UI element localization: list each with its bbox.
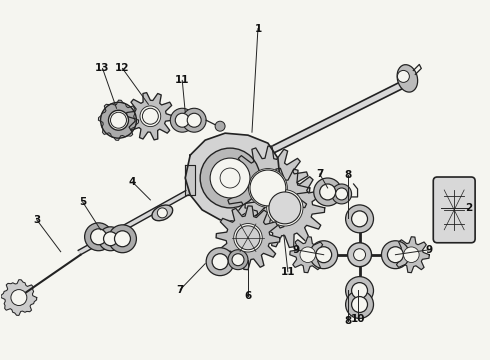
FancyBboxPatch shape: [433, 177, 475, 243]
Circle shape: [11, 289, 27, 306]
Polygon shape: [290, 237, 326, 273]
Circle shape: [310, 241, 338, 269]
Circle shape: [332, 184, 352, 204]
Polygon shape: [185, 133, 280, 222]
Polygon shape: [245, 168, 325, 247]
Circle shape: [314, 178, 342, 206]
Polygon shape: [393, 237, 429, 273]
Circle shape: [300, 247, 316, 262]
Circle shape: [250, 170, 286, 206]
Circle shape: [103, 232, 118, 246]
Circle shape: [157, 208, 167, 218]
Circle shape: [234, 224, 262, 252]
Text: 7: 7: [316, 169, 323, 179]
Polygon shape: [226, 146, 310, 230]
Text: 9: 9: [426, 245, 433, 255]
Circle shape: [171, 108, 194, 132]
Circle shape: [382, 241, 409, 269]
Circle shape: [345, 205, 373, 233]
Text: 2: 2: [466, 203, 473, 213]
Circle shape: [404, 247, 419, 262]
Circle shape: [220, 168, 240, 188]
Circle shape: [345, 291, 373, 319]
Polygon shape: [98, 100, 139, 140]
Circle shape: [91, 229, 106, 245]
Circle shape: [215, 121, 225, 131]
Circle shape: [111, 112, 126, 128]
Circle shape: [143, 108, 158, 124]
Circle shape: [212, 254, 228, 270]
Text: 12: 12: [115, 63, 130, 73]
Polygon shape: [268, 82, 402, 154]
Text: 1: 1: [254, 24, 262, 33]
Circle shape: [352, 211, 368, 227]
Circle shape: [269, 192, 301, 224]
Polygon shape: [216, 206, 280, 270]
Circle shape: [140, 106, 161, 127]
Polygon shape: [1, 280, 37, 315]
Circle shape: [175, 113, 189, 127]
Text: 4: 4: [129, 177, 136, 187]
Text: 8: 8: [344, 316, 351, 327]
Text: 6: 6: [245, 291, 251, 301]
Text: 13: 13: [95, 63, 110, 73]
Polygon shape: [126, 93, 174, 140]
Polygon shape: [185, 165, 195, 195]
Circle shape: [182, 108, 206, 132]
Polygon shape: [78, 190, 188, 255]
Text: 7: 7: [176, 284, 184, 294]
Circle shape: [354, 249, 366, 261]
Text: 11: 11: [281, 267, 295, 276]
Text: 10: 10: [350, 314, 365, 324]
Circle shape: [352, 297, 368, 312]
Circle shape: [187, 113, 201, 127]
Circle shape: [108, 110, 128, 130]
Ellipse shape: [397, 65, 417, 92]
Text: 11: 11: [175, 75, 190, 85]
Circle shape: [232, 254, 244, 266]
Circle shape: [319, 184, 336, 200]
Circle shape: [200, 148, 260, 208]
Circle shape: [336, 188, 347, 200]
Circle shape: [206, 248, 234, 276]
Circle shape: [347, 243, 371, 267]
Circle shape: [388, 247, 403, 263]
Text: 5: 5: [79, 197, 86, 207]
Circle shape: [100, 102, 136, 138]
Circle shape: [248, 168, 287, 207]
Ellipse shape: [152, 205, 172, 221]
Text: 9: 9: [292, 245, 299, 255]
Text: 3: 3: [33, 215, 41, 225]
Circle shape: [236, 226, 260, 250]
Text: 8: 8: [344, 170, 351, 180]
Circle shape: [98, 227, 122, 251]
Circle shape: [352, 283, 368, 298]
Circle shape: [115, 231, 130, 247]
Circle shape: [345, 276, 373, 305]
Circle shape: [267, 190, 303, 226]
Circle shape: [210, 158, 250, 198]
Circle shape: [85, 223, 113, 251]
Circle shape: [228, 250, 248, 270]
Circle shape: [397, 71, 409, 82]
Circle shape: [316, 247, 332, 263]
Circle shape: [108, 225, 136, 253]
